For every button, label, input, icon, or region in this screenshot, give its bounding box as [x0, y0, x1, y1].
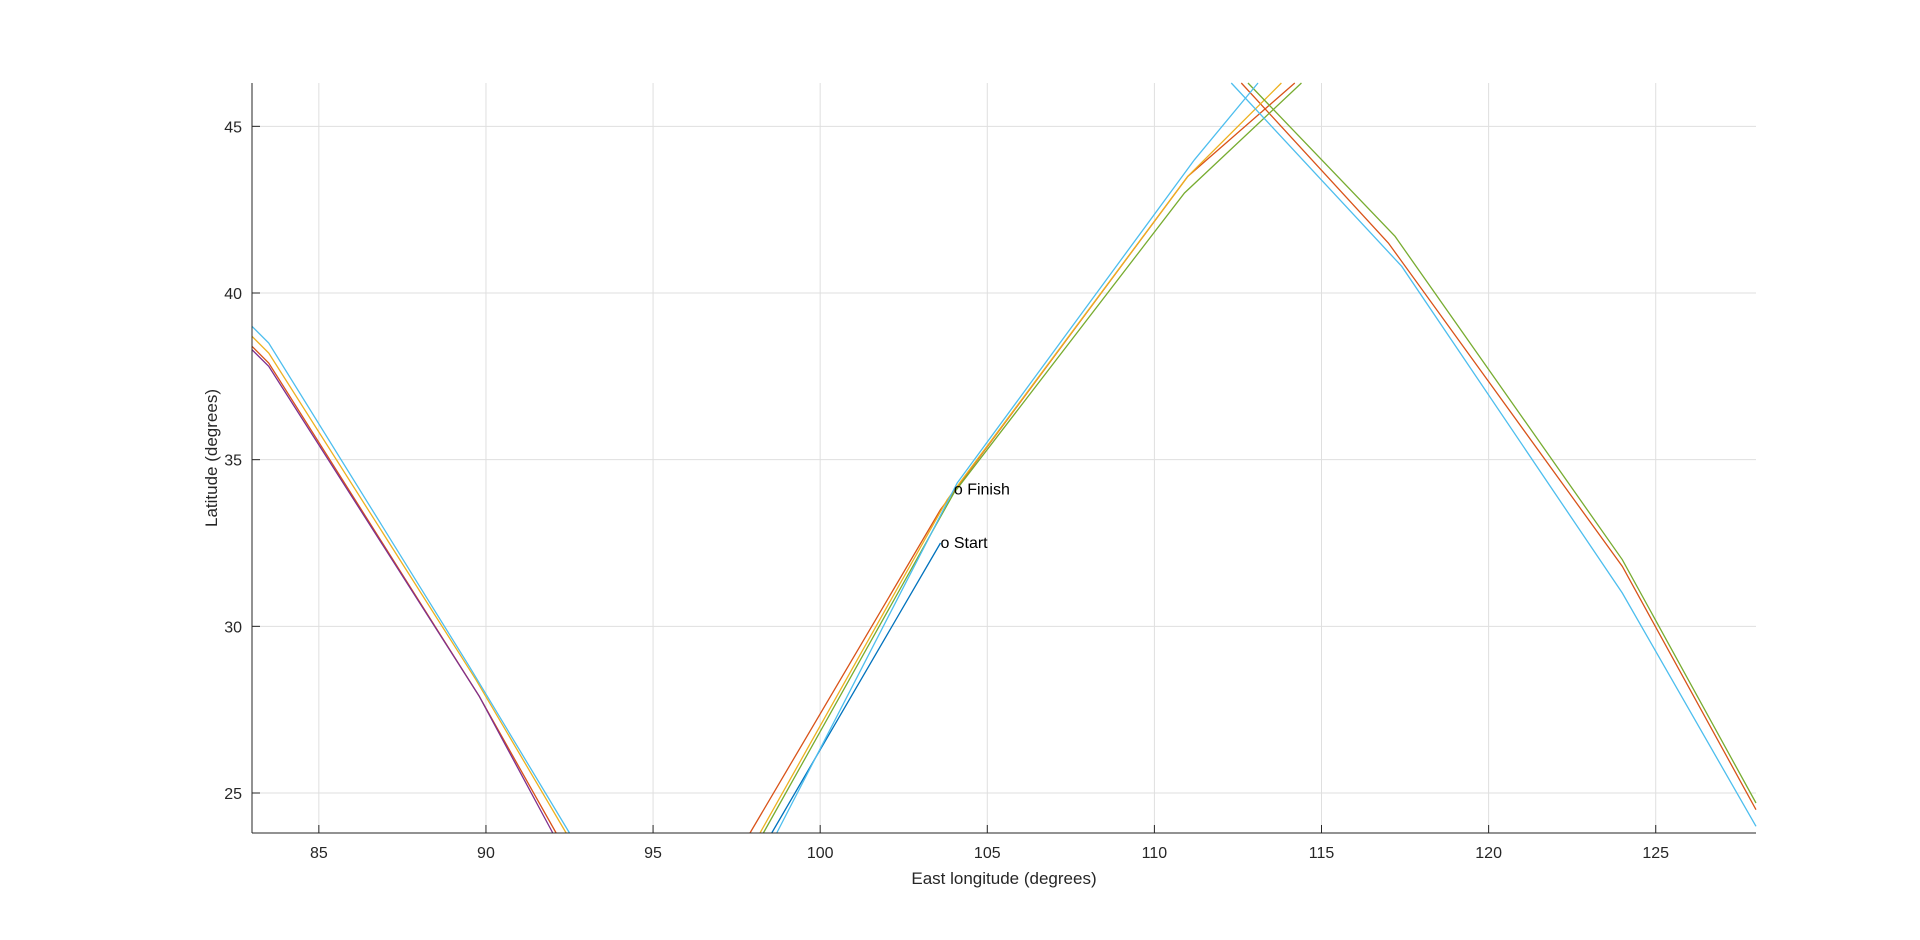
series-line-4	[251, 349, 554, 834]
x-tick-label: 105	[974, 845, 1001, 862]
annotation-label: o Finish	[954, 482, 1010, 499]
y-tick-label: 25	[224, 786, 242, 803]
series-line-3	[251, 335, 567, 834]
y-axis-label: Latitude (degrees)	[202, 389, 221, 527]
series-lines	[251, 82, 1757, 834]
annotations: o Finish o Start	[940, 482, 1009, 552]
series-line-6	[776, 82, 1259, 834]
series-line-6	[1230, 82, 1757, 827]
axes: 85 90 95 100 105 110 115 120 125 25 30 35 40 45	[224, 83, 1756, 862]
x-tick-label: 120	[1475, 845, 1502, 862]
series-line-5	[1247, 82, 1757, 804]
x-tick-label: 85	[310, 845, 328, 862]
x-tick-label: 95	[644, 845, 662, 862]
series-line-5	[762, 82, 1302, 834]
grid-lines	[252, 83, 1756, 833]
x-tick-label: 100	[807, 845, 834, 862]
x-axis-label: East longitude (degrees)	[911, 869, 1096, 888]
x-tick-label: 110	[1142, 845, 1168, 862]
x-tick-label: 115	[1309, 845, 1335, 862]
series-line-3	[759, 82, 1282, 834]
x-tick-label: 125	[1642, 845, 1669, 862]
plot-area	[252, 83, 1756, 833]
y-tick-label: 30	[224, 619, 242, 636]
annotation-label: o Start	[940, 535, 988, 552]
series-line-2	[251, 345, 557, 834]
y-tick-label: 45	[224, 119, 242, 136]
x-tick-label: 90	[477, 845, 495, 862]
series-line-2	[1240, 82, 1757, 810]
series-line-1	[771, 542, 942, 834]
series-line-6	[251, 325, 571, 834]
y-tick-label: 35	[224, 453, 242, 470]
y-tick-label: 40	[224, 286, 242, 303]
